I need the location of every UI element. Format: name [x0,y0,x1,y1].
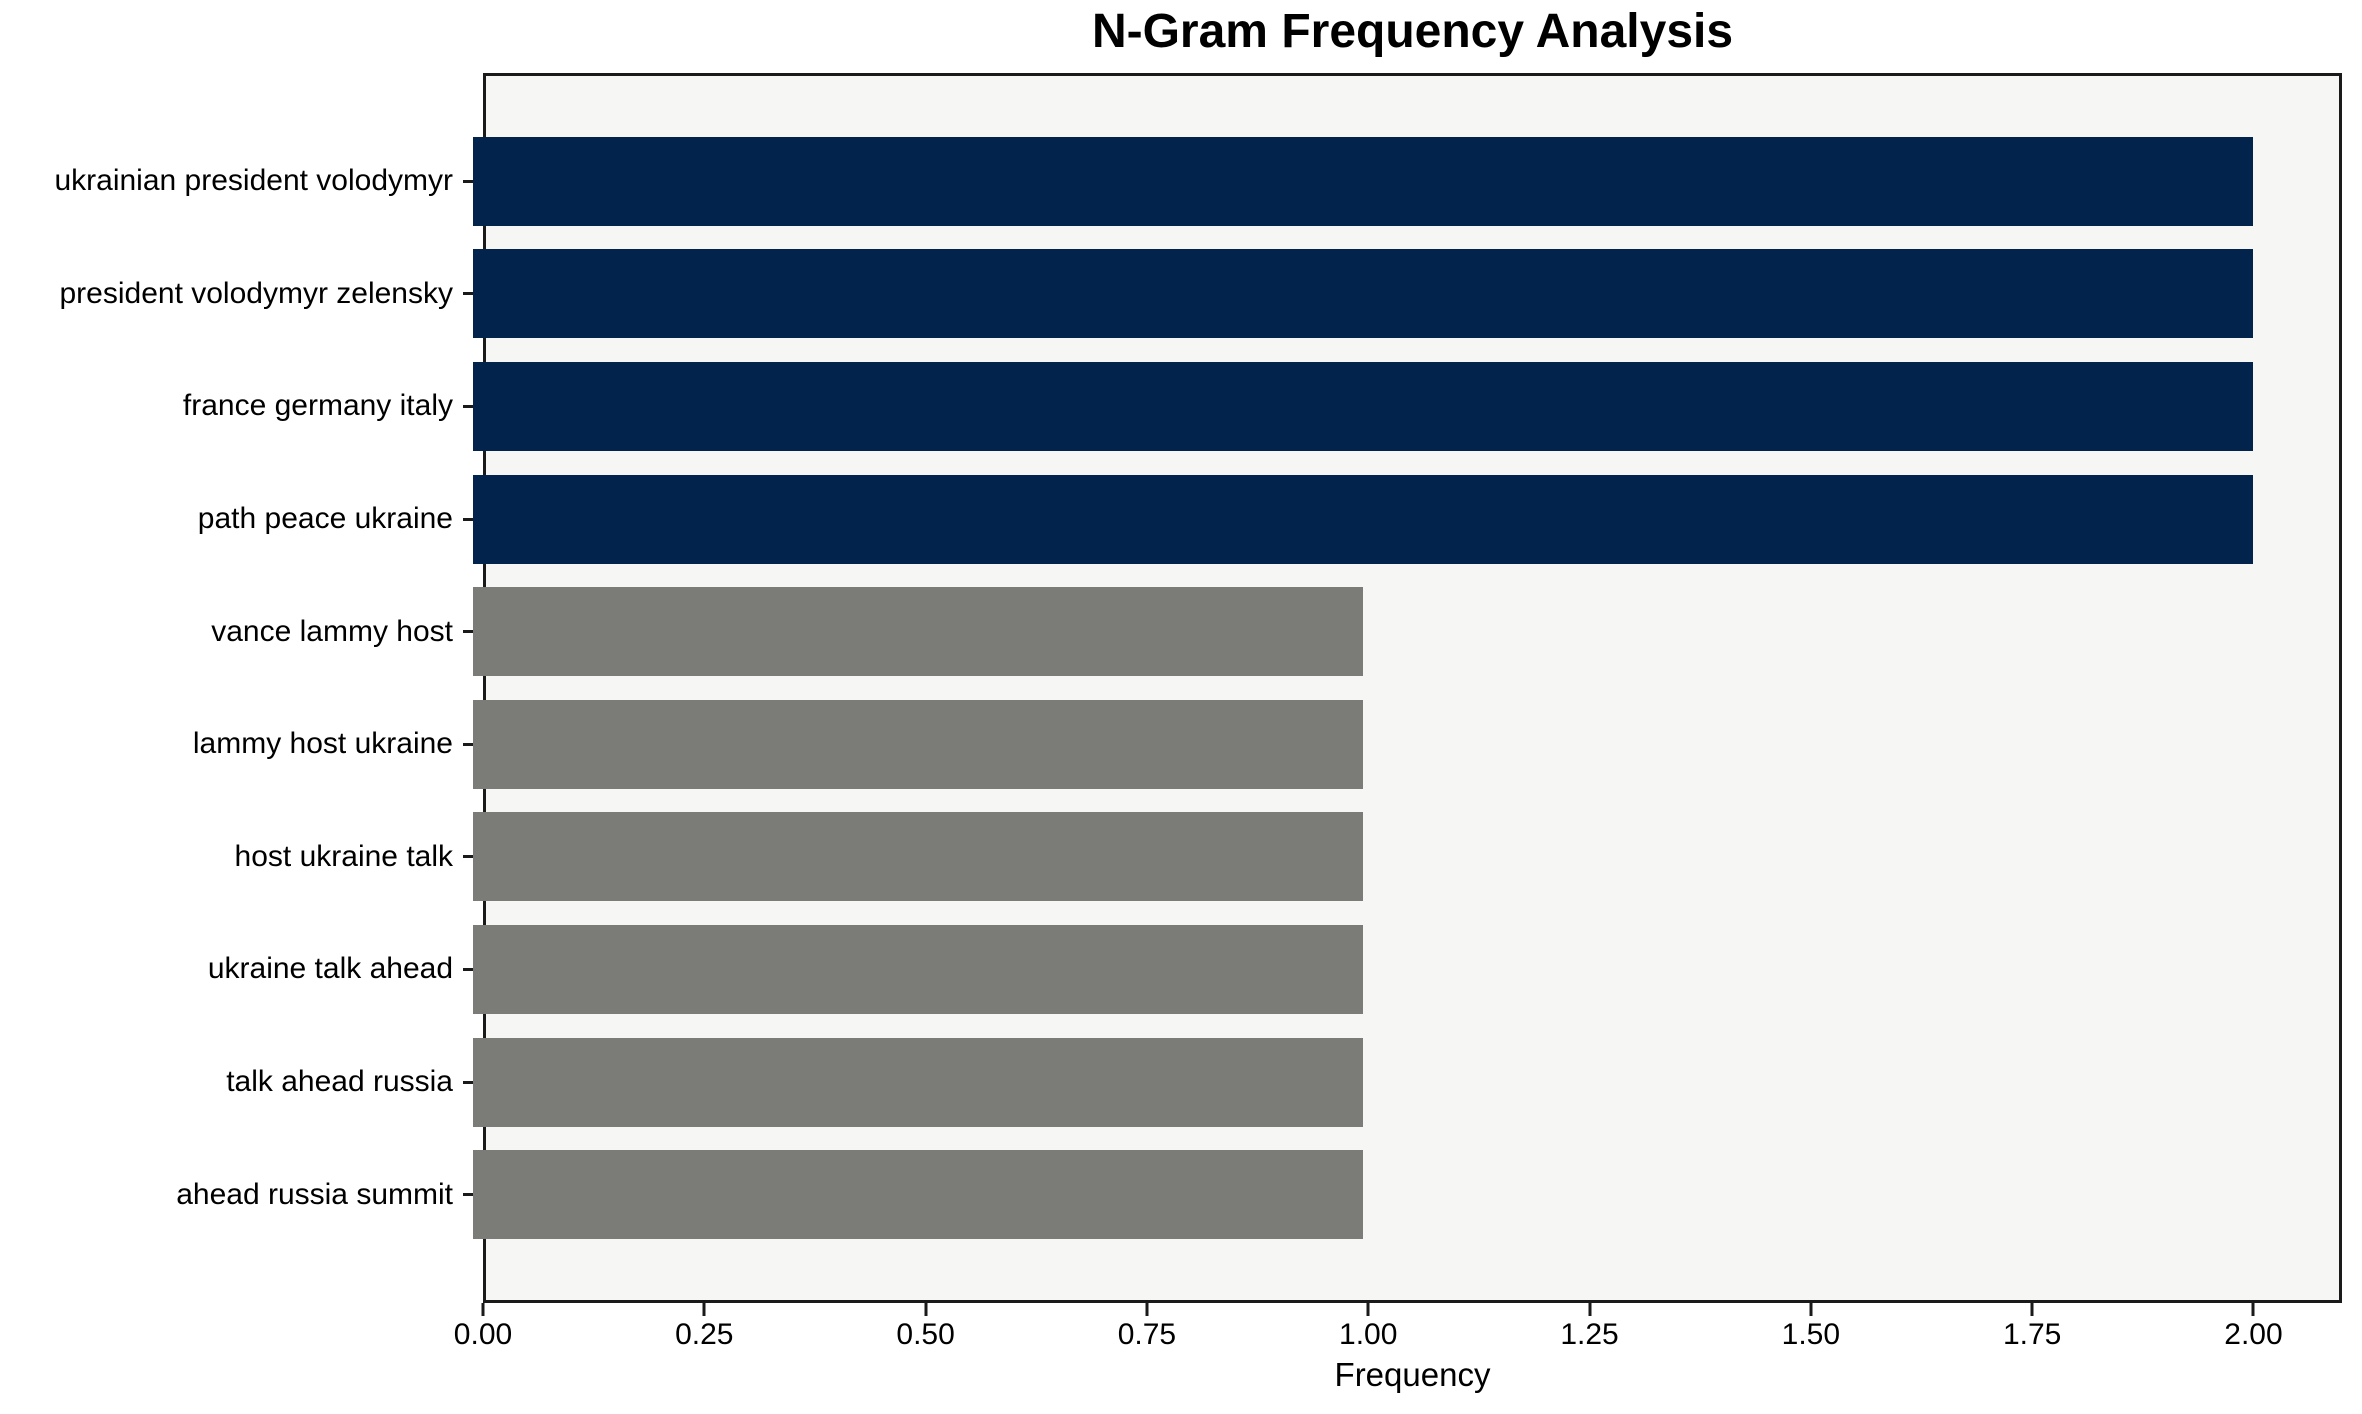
y-tick-mark [463,292,473,296]
frequency-bar [473,136,2253,226]
y-tick-label: france germany italy [182,389,453,423]
frequency-bar [473,924,1363,1014]
frequency-bar [473,474,2253,564]
x-tick-label: 0.75 [1117,1318,1177,1351]
x-tick-label: 0.25 [675,1318,734,1351]
bar-track [473,575,2342,688]
bar-track [473,1026,2342,1139]
frequency-bar [473,587,1363,677]
y-tick-mark [463,179,473,183]
bar-row: president volodymyr zelensky [0,238,2342,351]
bar-row: vance lammy host [0,575,2342,688]
x-axis-label: Frequency [1334,1356,1491,1393]
x-tick-label: 1.00 [1339,1318,1398,1351]
frequency-bar [473,249,2253,339]
frequency-bar [473,1150,1363,1240]
y-tick-label: lammy host ukraine [192,727,453,761]
x-tick-mark [924,1303,928,1316]
bar-track [473,125,2342,238]
frequency-bar [473,361,2253,451]
frequency-bar [473,1037,1363,1127]
y-tick-label: vance lammy host [211,614,453,648]
y-tick-mark [463,1080,473,1084]
y-tick-label: ahead russia summit [176,1177,453,1211]
x-tick-label: 0.00 [453,1318,513,1351]
frequency-bar [473,699,1363,789]
bar-row: talk ahead russia [0,1026,2342,1139]
y-tick-mark [463,630,473,634]
y-tick-label: ukraine talk ahead [207,952,453,986]
x-tick-label: 1.25 [1560,1318,1619,1351]
y-tick-mark [463,517,473,521]
chart-title: N-Gram Frequency Analysis [1091,5,1734,58]
bar-row: lammy host ukraine [0,688,2342,801]
y-tick-mark [463,404,473,408]
x-tick-label: 1.75 [2002,1318,2062,1351]
y-tick-mark [463,855,473,859]
y-tick-mark [463,742,473,746]
bar-row: ahead russia summit [0,1138,2342,1251]
y-tick-label: host ukraine talk [234,839,453,873]
bar-row: ukraine talk ahead [0,913,2342,1026]
bar-row: host ukraine talk [0,801,2342,914]
x-tick-mark [1366,1303,1370,1316]
bar-track [473,463,2342,576]
y-tick-label: talk ahead russia [226,1065,453,1099]
x-tick-mark [2030,1303,2034,1316]
x-tick-mark [1809,1303,1813,1316]
bar-rows: ukrainian president volodymyr president … [0,73,2342,1303]
frequency-bar [473,812,1363,902]
x-axis: 0.00 0.25 0.50 0.75 1.00 1.25 1.50 1.75 2.00 [454,1303,2342,1363]
bar-row: path peace ukraine [0,463,2342,576]
x-tick-label: 1.50 [1781,1318,1841,1351]
bar-track [473,238,2342,351]
bar-track [473,913,2342,1026]
bar-row: ukrainian president volodymyr [0,125,2342,238]
y-tick-label: path peace ukraine [197,502,453,536]
x-tick-mark [481,1303,485,1316]
y-tick-mark [463,967,473,971]
bar-track [473,801,2342,914]
x-tick-mark [1145,1303,1149,1316]
bar-track [473,1138,2342,1251]
x-tick-mark [2251,1303,2255,1316]
x-tick-mark [1588,1303,1592,1316]
bar-track [473,350,2342,463]
x-tick-label: 0.50 [896,1318,955,1351]
y-tick-label: president volodymyr zelensky [59,276,453,310]
y-tick-mark [463,1193,473,1197]
x-tick-mark [702,1303,706,1316]
bar-row: france germany italy [0,350,2342,463]
x-tick-label: 2.00 [2224,1318,2283,1351]
bar-track [473,688,2342,801]
y-tick-label: ukrainian president volodymyr [54,164,453,198]
